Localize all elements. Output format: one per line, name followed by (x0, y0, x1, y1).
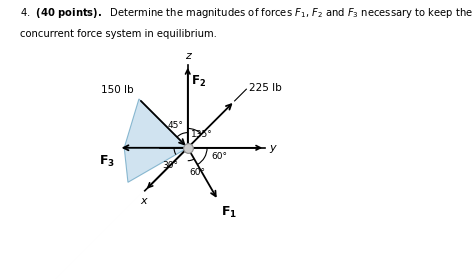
Text: y: y (269, 143, 276, 153)
Text: 60°: 60° (189, 168, 205, 177)
Text: $\mathbf{F_1}$: $\mathbf{F_1}$ (221, 205, 237, 220)
Text: z: z (185, 51, 191, 61)
Text: $\mathbf{F_3}$: $\mathbf{F_3}$ (99, 154, 115, 169)
Text: 60°: 60° (211, 152, 227, 161)
Text: 45°: 45° (167, 121, 183, 130)
Text: 30°: 30° (162, 162, 178, 170)
Text: $\mathbf{F_2}$: $\mathbf{F_2}$ (191, 74, 206, 89)
Text: 150 lb: 150 lb (101, 85, 133, 95)
Text: 4.  $\mathbf{(40\ points).}$  Determine the magnitudes of forces $\mathit{F_1}$,: 4. $\mathbf{(40\ points).}$ Determine th… (20, 6, 473, 20)
Text: 135°: 135° (191, 130, 213, 139)
Text: concurrent force system in equilibrium.: concurrent force system in equilibrium. (20, 29, 217, 39)
Text: 225 lb: 225 lb (249, 83, 282, 93)
Text: x: x (140, 196, 147, 206)
Polygon shape (124, 99, 188, 148)
Polygon shape (124, 148, 188, 182)
